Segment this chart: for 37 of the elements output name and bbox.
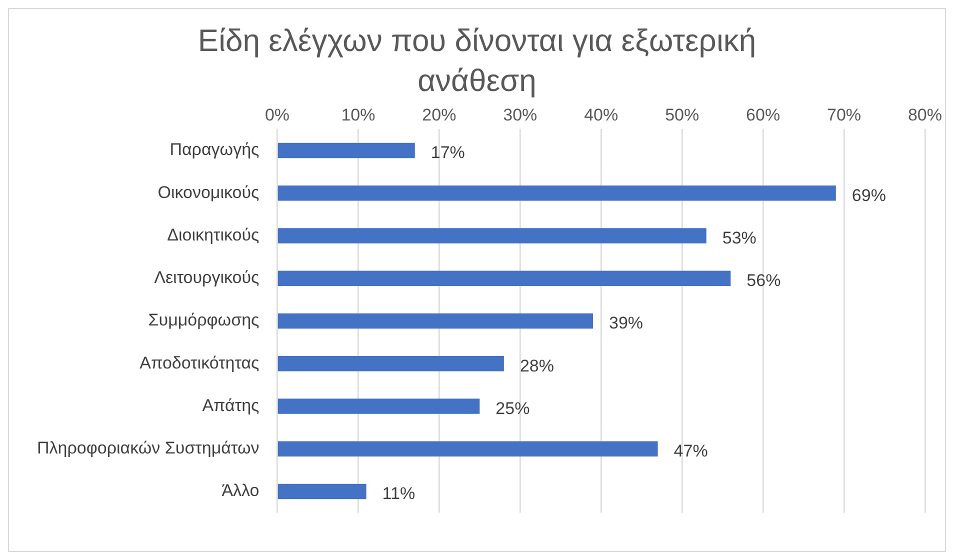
y-tick-label: Διοικητικούς [167,225,260,244]
data-label: 11% [382,484,416,504]
x-tick-label: 30% [503,106,538,125]
data-label: 47% [674,442,708,461]
y-tick-label: Άλλο [222,481,260,500]
data-label: 56% [746,271,781,290]
data-label: 69% [852,186,886,205]
x-tick-label: 80% [908,106,942,125]
bar [278,398,480,414]
data-label: 28% [520,356,554,376]
data-label: 39% [609,314,644,333]
x-tick-label: 60% [746,106,780,125]
y-tick-label: Πληροφοριακών Συστημάτων [36,438,260,458]
y-tick-label: Απάτης [202,396,260,415]
bar [278,185,836,201]
x-tick-label: 20% [422,106,456,125]
x-tick-label: 10% [341,106,376,125]
bar [278,228,706,244]
chart-title: Είδη ελέγχων που δίνονται για εξωτερική ανάθεση [197,22,757,100]
y-tick-label: Παραγωγής [170,140,260,160]
bar [278,441,658,457]
data-label: 17% [430,143,465,162]
bar [278,270,731,286]
y-tick-label: Οικονομικούς [158,182,260,202]
y-tick-label: Αποδοτικότητας [140,353,260,372]
x-tick-label: 50% [665,106,700,125]
bar [278,484,366,500]
x-tick-label: 70% [827,106,862,125]
x-tick-label: 0% [264,106,290,125]
data-label: 53% [722,228,756,248]
x-tick-label: 40% [584,106,618,125]
bar [278,313,594,329]
y-tick-label: Συμμόρφωσης [148,310,260,330]
bar [278,142,415,158]
y-tick-label: Λειτουργικούς [154,268,260,288]
data-label: 25% [496,398,530,418]
bar [278,356,504,372]
